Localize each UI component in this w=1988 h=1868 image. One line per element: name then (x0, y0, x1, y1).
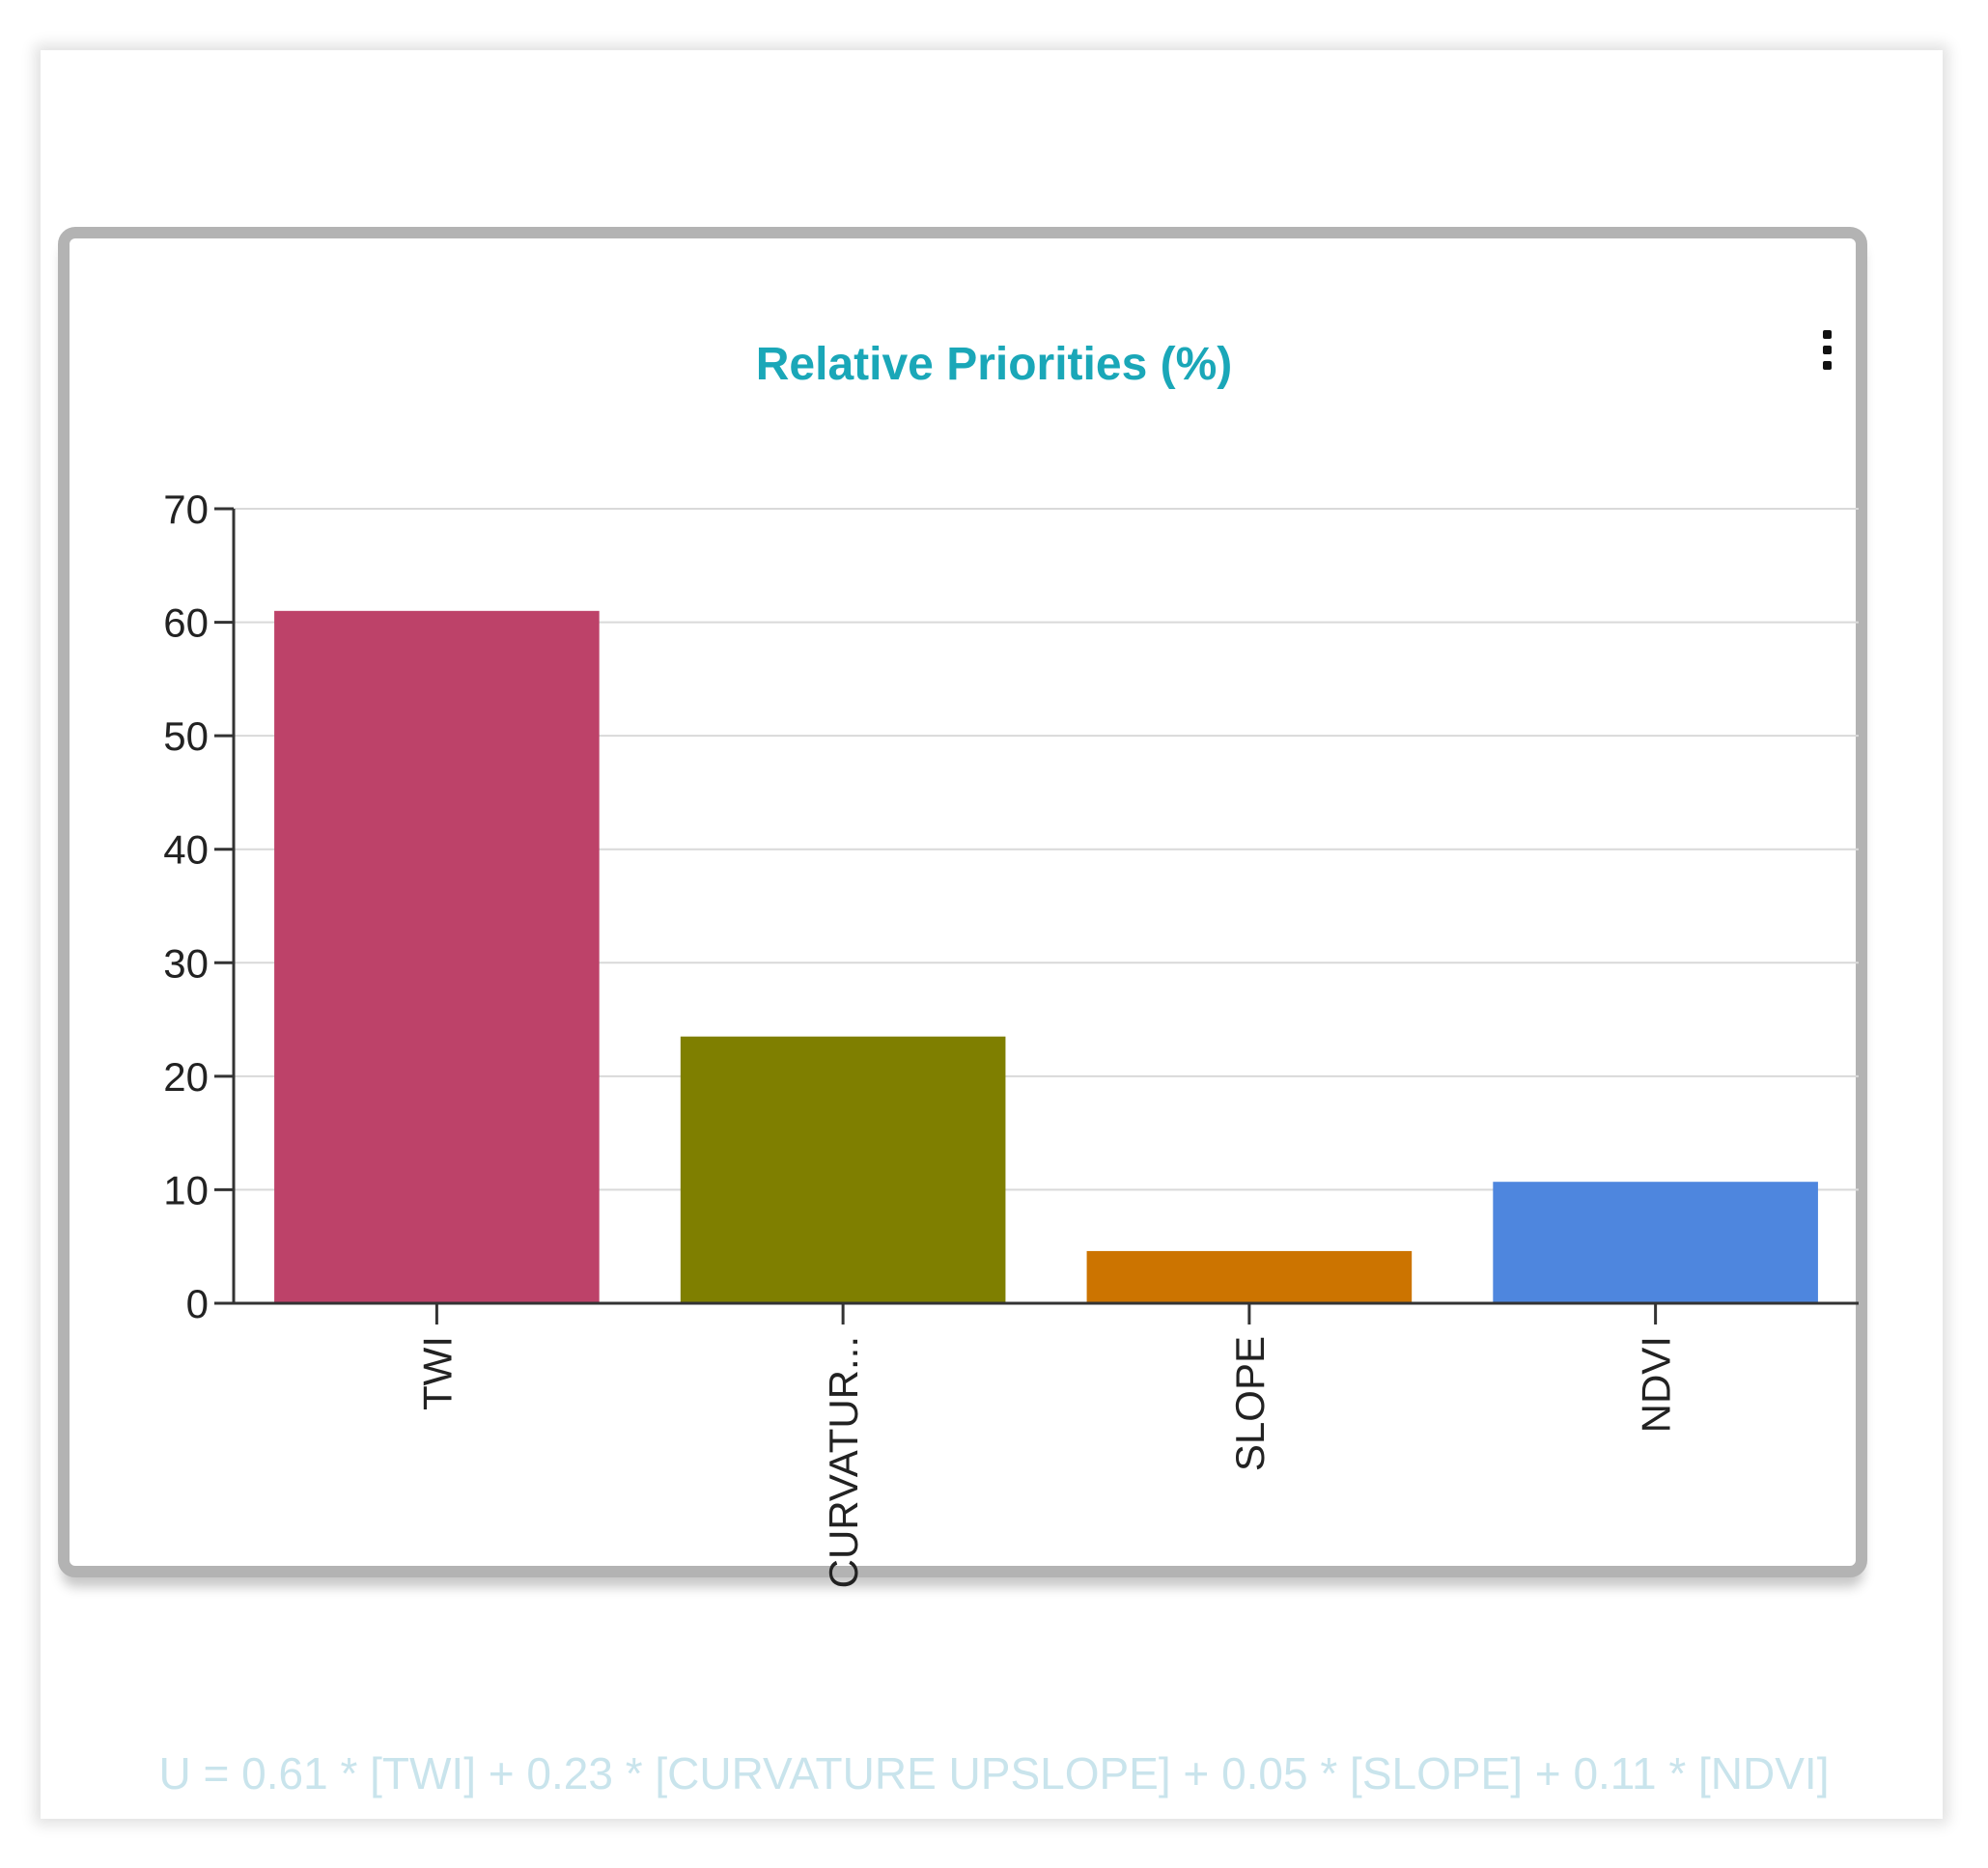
y-tick-label: 60 (163, 600, 209, 646)
x-tick-label: TWI (414, 1336, 460, 1410)
menu-dot (1822, 346, 1832, 354)
bar (1493, 1182, 1818, 1303)
formula-text: U = 0.61 * [TWI] + 0.23 * [CURVATURE UPS… (158, 1748, 1830, 1798)
menu-dot (1822, 361, 1832, 370)
y-tick-label: 40 (163, 827, 209, 873)
y-tick-label: 0 (186, 1281, 209, 1326)
menu-dot (1822, 330, 1832, 339)
x-tick-label: CURVATUR... (821, 1336, 866, 1588)
x-tick-label: NDVI (1634, 1336, 1679, 1433)
bar (274, 610, 600, 1303)
chart-title: Relative Priorities (%) (755, 339, 1233, 390)
y-tick-label: 70 (163, 487, 209, 532)
y-tick-label: 50 (163, 713, 209, 759)
x-tick-label: SLOPE (1227, 1336, 1273, 1471)
bar (1086, 1250, 1413, 1303)
y-tick-label: 10 (163, 1167, 209, 1213)
y-tick-label: 30 (163, 940, 209, 986)
more-vertical-icon[interactable] (1815, 330, 1838, 382)
y-tick-label: 20 (163, 1054, 209, 1100)
bar (680, 1036, 1006, 1303)
